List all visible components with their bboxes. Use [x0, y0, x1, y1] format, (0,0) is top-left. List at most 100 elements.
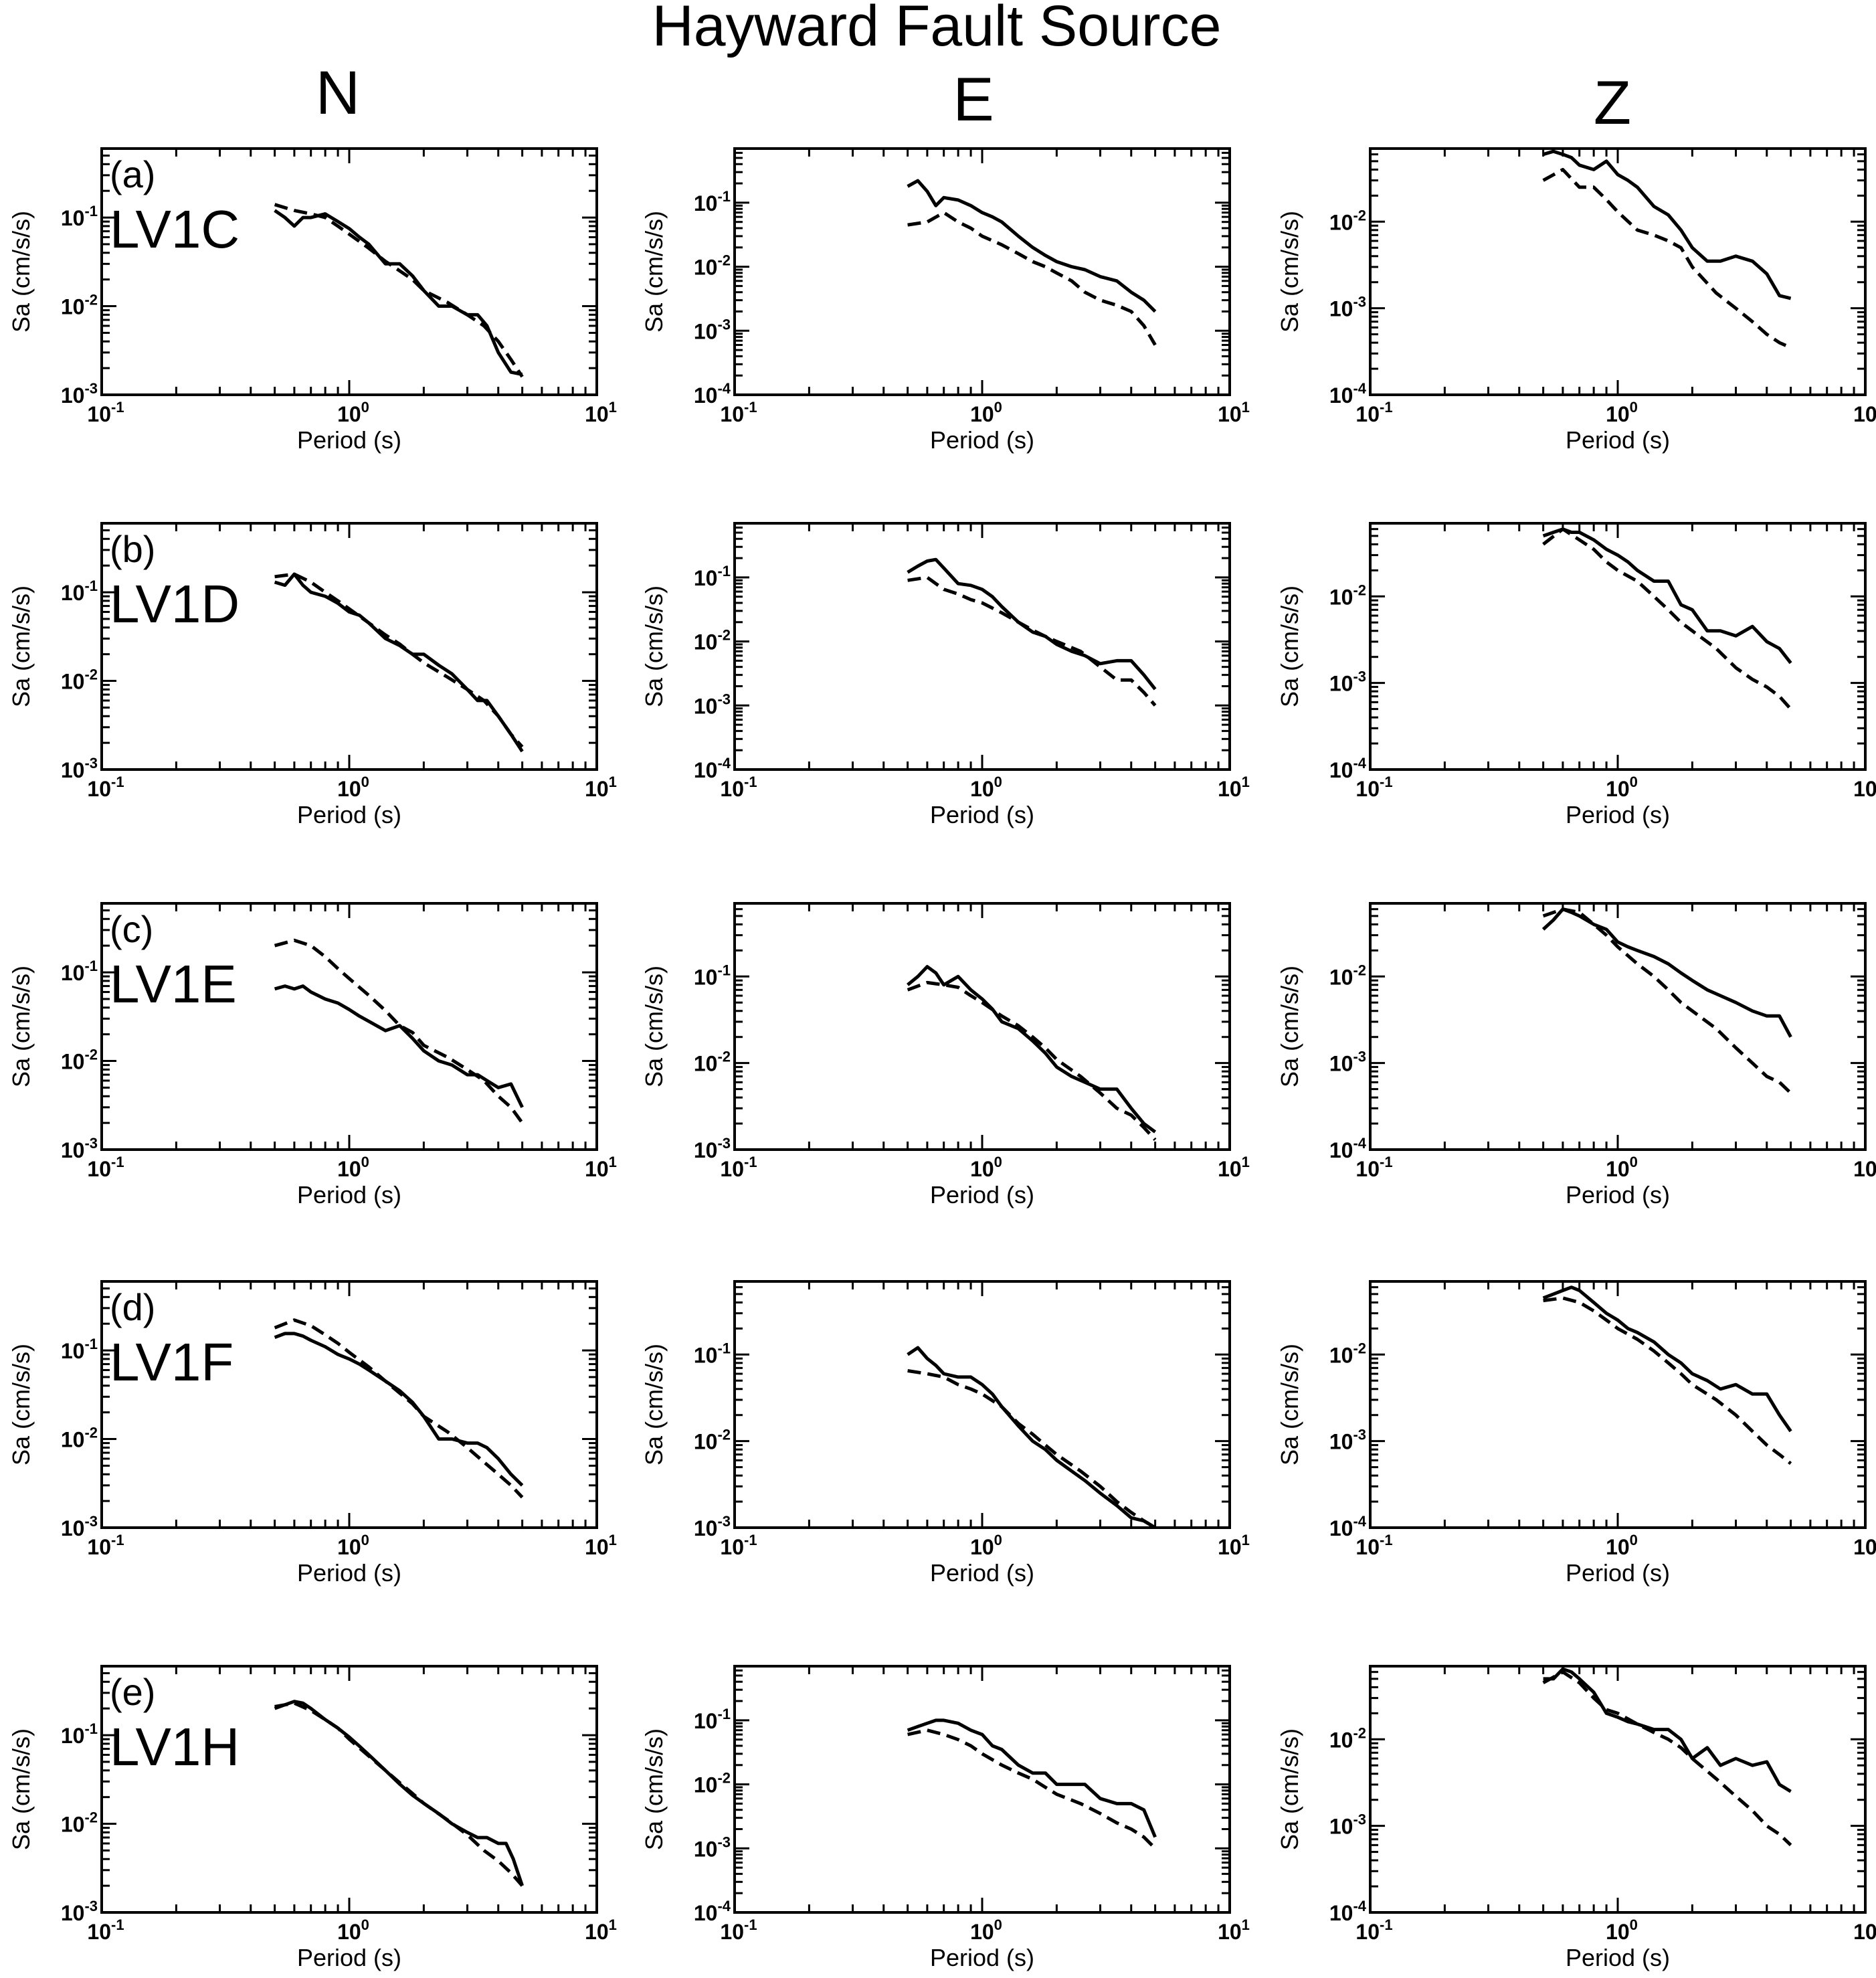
- plot-frame: [1369, 1665, 1867, 1914]
- x-axis-label: Period (s): [1566, 1181, 1670, 1208]
- dashed-series-line: [274, 1318, 524, 1499]
- dashed-series-line: [274, 203, 524, 378]
- x-tick-label: 100: [970, 1916, 1002, 1944]
- x-tick-label: 101: [1218, 1154, 1250, 1181]
- chart-panel: 10-1 100 101 10-4 10-3 10-2 10-1 Period (s) Sa (…: [640, 522, 1250, 828]
- x-axis-label: Period (s): [297, 426, 401, 454]
- y-tick-label: 10-1: [694, 962, 731, 989]
- x-tick-label: 100: [970, 774, 1002, 801]
- solid-series-line: [907, 1346, 1156, 1530]
- x-tick-label: 100: [337, 399, 369, 426]
- y-tick-label: 10-2: [694, 1427, 731, 1454]
- x-tick-label: 100: [1606, 399, 1638, 426]
- y-tick-label: 10-2: [61, 1425, 98, 1452]
- y-tick-label: 10-2: [61, 1047, 98, 1074]
- x-tick-label: 101: [585, 1532, 617, 1559]
- x-tick-label: 100: [337, 1154, 369, 1181]
- y-tick-label: 10-3: [61, 380, 98, 408]
- panel-label: (e): [110, 1671, 155, 1713]
- x-tick-label: 101: [1218, 774, 1250, 801]
- plot-frame: [1369, 522, 1867, 771]
- y-axis-label: Sa (cm/s/s): [640, 1344, 668, 1465]
- dashed-series-line: [907, 1369, 1156, 1530]
- chart-panel: 10-1 100 101 10-3 10-2 10-1 Period (s) Sa (cm/s…: [640, 902, 1250, 1208]
- y-tick-label: 10-3: [1329, 1427, 1366, 1454]
- solid-series-line: [274, 984, 524, 1108]
- y-tick-label: 10-1: [61, 1336, 98, 1363]
- y-axis-label: Sa (cm/s/s): [640, 586, 668, 707]
- x-axis-label: Period (s): [1566, 426, 1670, 454]
- solid-series-line: [1541, 907, 1792, 1038]
- y-tick-label: 10-2: [61, 292, 98, 319]
- x-tick-label: 10-1: [1355, 1532, 1392, 1559]
- solid-series-line: [1542, 1285, 1792, 1433]
- y-tick-label: 10-1: [61, 1720, 98, 1748]
- chart-panel: 10-1 100 101 10-4 10-3 10-2 Period (s) Sa (cm/s…: [1276, 1665, 1876, 1971]
- y-tick-label: 10-4: [694, 755, 731, 782]
- dashed-series-line: [274, 1701, 524, 1887]
- y-tick-label: 10-3: [694, 316, 731, 343]
- y-tick-label: 10-4: [694, 380, 731, 408]
- y-tick-label: 10-4: [1329, 380, 1367, 408]
- panel-label: (b): [110, 528, 155, 570]
- y-tick-label: 10-2: [694, 252, 731, 280]
- chart-panel: 10-1 100 101 10-3 10-2 10-1 Period (s) Sa (cm/s…: [7, 522, 617, 828]
- x-axis-label: Period (s): [930, 426, 1034, 454]
- plot-frame: [100, 902, 598, 1151]
- x-tick-label: 101: [585, 774, 617, 801]
- chart-panel: 10-1 100 101 10-3 10-2 10-1 Period (s) Sa (cm/s…: [640, 1280, 1250, 1587]
- panel-label: (a): [110, 153, 155, 195]
- dashed-series-line: [1542, 527, 1792, 711]
- y-axis-label: Sa (cm/s/s): [640, 1728, 668, 1850]
- x-tick-label: 100: [337, 1532, 369, 1559]
- plot-frame: [733, 902, 1231, 1151]
- plot-frame: [100, 1280, 598, 1529]
- dashed-series-line: [274, 572, 524, 748]
- x-axis-label: Period (s): [930, 1944, 1034, 1971]
- y-tick-label: 10-2: [694, 1770, 731, 1797]
- dashed-series-line: [1542, 1670, 1792, 1847]
- x-axis-label: Period (s): [1566, 1559, 1670, 1587]
- y-axis-label: Sa (cm/s/s): [7, 966, 35, 1087]
- plot-frame: [100, 1665, 598, 1914]
- x-tick-label: 101: [1218, 399, 1250, 426]
- y-axis-label: Sa (cm/s/s): [1276, 586, 1303, 707]
- station-label: LV1F: [110, 1332, 233, 1392]
- y-tick-label: 10-3: [1329, 1811, 1366, 1839]
- solid-series-line: [907, 965, 1157, 1134]
- y-tick-label: 10-1: [61, 203, 98, 230]
- x-tick-label: 100: [1606, 1532, 1638, 1559]
- dashed-series-line: [907, 980, 1157, 1141]
- x-tick-label: 100: [1606, 774, 1638, 801]
- panel-grid: 10-1 100 101 10-3 10-2 10-1 Period (s) Sa (cm/s…: [7, 147, 1876, 1971]
- y-axis-label: Sa (cm/s/s): [1276, 211, 1303, 333]
- x-tick-label: 101: [585, 399, 617, 426]
- plot-frame: [100, 147, 598, 396]
- x-tick-label: 101: [1853, 774, 1876, 801]
- x-tick-label: 10-1: [720, 1154, 757, 1181]
- y-axis-label: Sa (cm/s/s): [640, 211, 668, 333]
- x-tick-label: 100: [337, 1916, 369, 1944]
- plot-frame: [733, 1280, 1231, 1529]
- station-label: LV1E: [110, 954, 237, 1014]
- y-tick-label: 10-4: [1329, 1513, 1367, 1540]
- column-label-n: N: [316, 59, 360, 127]
- chart-panel: 10-1 100 101 10-4 10-3 10-2 Period (s) Sa (cm/s…: [1276, 522, 1876, 828]
- dashed-series-line: [274, 938, 524, 1124]
- y-tick-label: 10-1: [694, 188, 731, 215]
- y-tick-label: 10-4: [1329, 1135, 1367, 1162]
- x-tick-label: 101: [1218, 1916, 1250, 1944]
- x-axis-label: Period (s): [930, 1181, 1034, 1208]
- chart-panel: 10-1 100 101 10-4 10-3 10-2 Period (s) Sa (cm/s…: [1276, 147, 1876, 454]
- y-axis-label: Sa (cm/s/s): [7, 1728, 35, 1850]
- chart-panel: 10-1 100 101 10-3 10-2 10-1 Period (s) Sa (cm/s…: [7, 1665, 617, 1971]
- solid-series-line: [274, 1700, 524, 1886]
- chart-panel: 10-1 100 101 10-3 10-2 10-1 Period (s) Sa (cm/s…: [7, 1280, 617, 1587]
- x-tick-label: 10-1: [1355, 399, 1392, 426]
- chart-panel: 10-1 100 101 10-4 10-3 10-2 Period (s) Sa (cm/s…: [1276, 902, 1876, 1208]
- dashed-series-line: [1542, 907, 1792, 1095]
- solid-series-line: [907, 1718, 1157, 1838]
- station-label: LV1C: [110, 199, 240, 259]
- panel-label: (c): [110, 908, 153, 950]
- y-tick-label: 10-3: [61, 1513, 98, 1540]
